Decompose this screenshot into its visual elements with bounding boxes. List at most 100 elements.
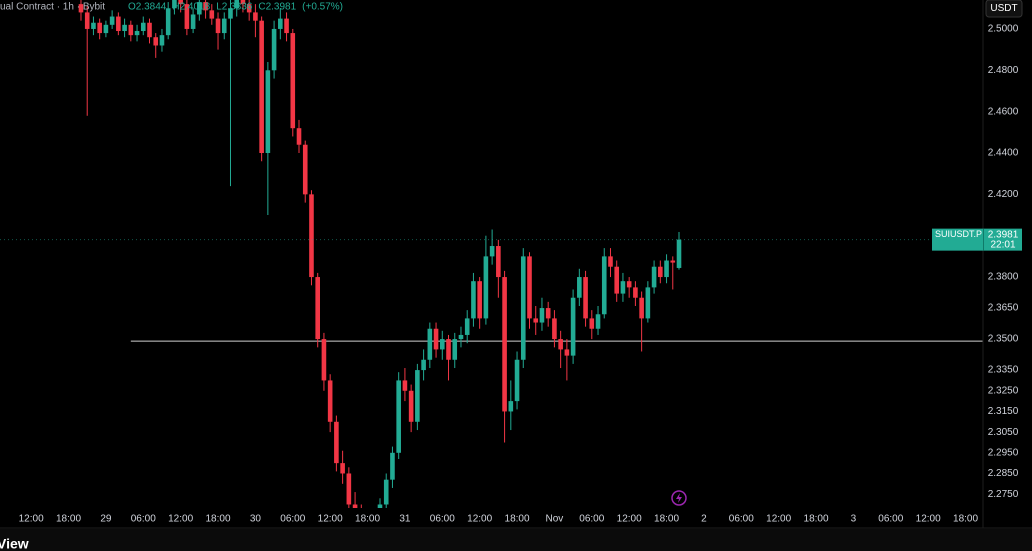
candle-body [402, 380, 408, 391]
candle-body [221, 18, 227, 34]
y-tick-label: 2.4600 [988, 106, 1019, 117]
candle-body [508, 401, 514, 412]
candle-body [552, 318, 557, 340]
candle-body [78, 4, 84, 13]
price-tag-symbol: SUIUSDT.P [935, 229, 982, 239]
candle-body [134, 31, 140, 36]
candle-body [296, 128, 302, 145]
candle-body [315, 277, 320, 340]
candle-body [564, 349, 570, 356]
candle-body [608, 256, 613, 267]
x-tick-label: 12:00 [318, 514, 343, 525]
x-tick-label: 18:00 [654, 514, 679, 525]
y-tick-label: 2.4800 [988, 65, 1019, 76]
x-tick-label: 12:00 [766, 514, 791, 525]
candle-body [190, 14, 196, 29]
candle-body [421, 359, 426, 371]
candle-body [527, 256, 532, 319]
candle-body [172, 0, 177, 9]
candle-body [620, 281, 626, 294]
candle-body [577, 277, 582, 298]
x-tick-label: 12:00 [617, 514, 642, 525]
candle-body [240, 0, 246, 5]
candle-body [489, 246, 495, 257]
candle-body [520, 256, 526, 360]
candle-body [346, 473, 352, 505]
candle-body [178, 0, 183, 5]
footer [0, 529, 1032, 551]
candle-body [334, 421, 339, 464]
candle-body [140, 22, 146, 32]
brand: View [0, 536, 29, 551]
candle-body [676, 239, 682, 268]
candle-body [452, 339, 458, 360]
candle-body [415, 370, 420, 422]
x-tick-label: 06:00 [878, 514, 903, 525]
x-tick-label: 2 [701, 514, 707, 525]
candle-body [153, 37, 159, 46]
candle-body [290, 33, 296, 129]
candle-body [321, 339, 327, 381]
candle-body [533, 318, 539, 323]
replay-icon[interactable] [671, 490, 687, 506]
candle-body [159, 35, 165, 46]
candle-body [514, 359, 520, 402]
candle-body [147, 22, 152, 38]
y-tick-label: 2.3150 [988, 406, 1019, 417]
ohlc-value: C2.3981 [258, 2, 296, 13]
candle-body [458, 334, 464, 340]
candle-body [103, 24, 109, 34]
candle-body [545, 308, 551, 319]
price-tag [932, 228, 1022, 251]
ohlc-value: O2.3844 [128, 2, 167, 13]
ohlc-value: L2.3836 [216, 2, 253, 13]
candle-body [97, 22, 102, 34]
candle-body [253, 12, 258, 21]
price-tag-countdown: 22:01 [990, 239, 1015, 250]
candle-body [589, 318, 595, 329]
candle-body [464, 318, 470, 335]
x-tick-label: 06:00 [729, 514, 754, 525]
candle-body [116, 16, 121, 32]
currency-button[interactable] [985, 0, 1023, 18]
y-tick-label: 2.2950 [988, 447, 1019, 458]
x-tick-label: 30 [250, 514, 262, 525]
candle-body [471, 281, 476, 319]
candle-body [128, 24, 134, 36]
x-tick-label: 12:00 [19, 514, 44, 525]
x-tick-label: 06:00 [579, 514, 604, 525]
candle-body [327, 380, 333, 422]
y-tick-label: 2.4200 [988, 189, 1019, 200]
x-tick-label: 18:00 [804, 514, 829, 525]
plot-area [0, 0, 983, 508]
price-tag-divider [983, 228, 984, 251]
candle-body [645, 287, 651, 319]
y-tick-label: 2.3500 [988, 334, 1019, 345]
candle-body [271, 28, 277, 71]
x-tick-label: 06:00 [280, 514, 305, 525]
candle-body [633, 287, 638, 298]
y-tick-label: 2.3050 [988, 427, 1019, 438]
candle-body [477, 281, 482, 319]
candle-body [165, 8, 171, 36]
y-tick-label: 2.3250 [988, 385, 1019, 396]
x-tick-label: 12:00 [916, 514, 941, 525]
candle-body [614, 266, 620, 294]
candle-body [601, 256, 607, 315]
y-tick-label: 2.2750 [988, 489, 1019, 500]
candle-body [284, 18, 289, 34]
currency[interactable]: USDT [990, 3, 1017, 14]
candle-body [658, 266, 663, 278]
candle-body [539, 308, 545, 323]
candle-body [265, 70, 271, 153]
x-tick-label: 18:00 [505, 514, 530, 525]
ohlc-value: (+0.57%) [302, 2, 343, 13]
candle-body [228, 8, 233, 19]
candle-body [433, 328, 439, 350]
candle-body [626, 281, 632, 288]
x-tick-label: 18:00 [355, 514, 380, 525]
candle-body [278, 18, 283, 29]
x-tick-label: 06:00 [131, 514, 156, 525]
